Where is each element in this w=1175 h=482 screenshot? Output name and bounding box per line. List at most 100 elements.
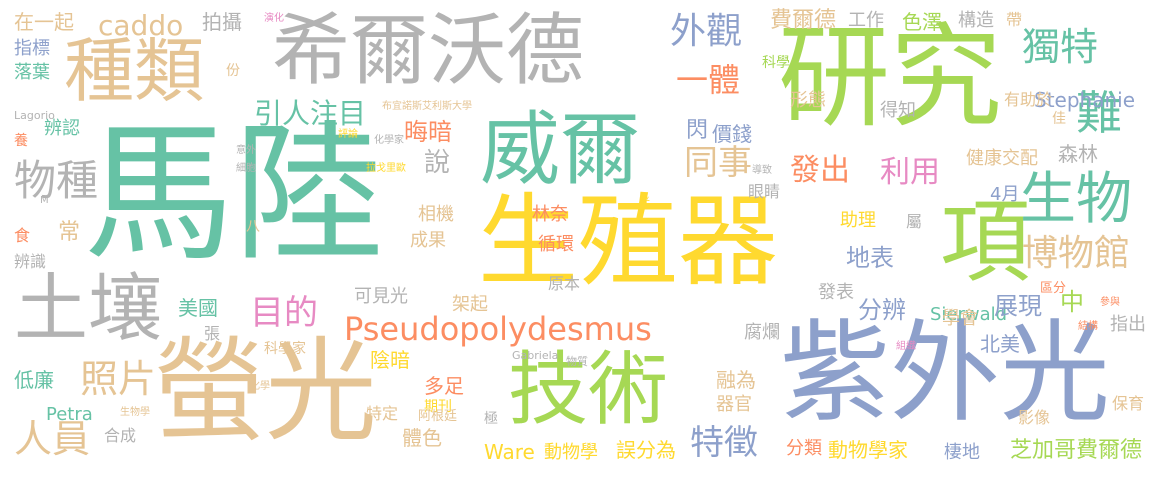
word-kexuejia: 科學家 xyxy=(264,341,306,357)
word-chengguo: 成果 xyxy=(410,230,446,251)
word-fen: 份 xyxy=(226,63,240,79)
word-dibiao: 地表 xyxy=(846,244,894,272)
word-zhonglei: 種類 xyxy=(64,30,204,112)
word-duozu: 多足 xyxy=(424,374,464,398)
word-renyuan: 人員 xyxy=(14,417,91,461)
word-tezheng: 特徵 xyxy=(690,423,758,463)
word-zaiyiqi: 在一起 xyxy=(14,10,74,34)
word-wuzhong: 物種 xyxy=(14,156,99,205)
word-gongzuo: 工作 xyxy=(848,10,884,31)
word-xingtai: 形態 xyxy=(790,90,826,111)
word-yingxiang: 影像 xyxy=(1018,408,1051,427)
word-jishu: 技術 xyxy=(508,343,668,436)
word-jiegou: 結構 xyxy=(1078,321,1098,332)
word-senlin: 森林 xyxy=(1058,142,1098,166)
word-m: M xyxy=(40,195,49,206)
word-jiaqian: 價錢 xyxy=(712,122,752,146)
word-tongshi: 同事 xyxy=(684,143,752,183)
word-buyinuosi: 布宜諾斯艾利斯大學 xyxy=(382,101,472,112)
word-bianren: 辨認 xyxy=(44,118,80,139)
word-xierwode: 希爾沃德 xyxy=(272,6,585,96)
word-luoye: 落葉 xyxy=(14,62,50,83)
word-shengwuxue: 生物學 xyxy=(120,407,150,418)
word-baoyu: 保育 xyxy=(1112,394,1145,413)
word-zhanxian: 展現 xyxy=(994,292,1042,320)
word-xiangji: 相機 xyxy=(418,204,454,225)
word-agenting: 阿根廷 xyxy=(418,409,458,424)
word-pinglun: 評論 xyxy=(338,129,358,140)
word-shan: 閃 xyxy=(686,118,709,143)
word-mudi: 目的 xyxy=(250,293,318,333)
word-zuzhi: 組織 xyxy=(896,341,916,352)
word-jia: 佳 xyxy=(1052,111,1066,127)
word-dute: 獨特 xyxy=(1022,25,1099,69)
word-yang: 養 xyxy=(14,133,28,149)
word-fenbian: 分辨 xyxy=(858,296,906,324)
word-ji: 極 xyxy=(484,411,498,427)
word-zhong: 中 xyxy=(1060,288,1084,316)
word-zhuli: 助理 xyxy=(840,210,876,231)
word-dongwuxue: 動物學 xyxy=(544,442,598,463)
word-yingguang: 螢光 xyxy=(153,327,377,457)
word-paishe: 拍攝 xyxy=(202,10,242,34)
word-wuzhi: 物質 xyxy=(566,355,588,368)
word-beimei: 北美 xyxy=(980,332,1020,356)
word-feierde: 費爾德 xyxy=(770,8,837,33)
word-dezhi: 得知 xyxy=(880,100,916,121)
word-shengwu: 生物 xyxy=(1020,167,1132,232)
word-bowuguan: 博物館 xyxy=(1022,233,1131,274)
word-waiguan: 外觀 xyxy=(670,11,743,52)
word-zhijiage: 芝加哥費爾德 xyxy=(1010,438,1143,463)
word-wufenwei: 誤分為 xyxy=(616,438,676,462)
word-huaxue: 化學 xyxy=(250,381,270,392)
word-bianshi: 辨識 xyxy=(14,252,47,271)
word-shu: 屬 xyxy=(906,212,923,231)
word-zhang: 張 xyxy=(204,324,221,343)
word-yiti: 一體 xyxy=(676,61,741,99)
word-ware: Ware xyxy=(484,440,535,464)
word-chang: 常 xyxy=(58,220,81,245)
word-guang: 光 xyxy=(640,197,650,208)
word-yinan: 陰暗 xyxy=(370,348,410,372)
word-liyong: 利用 xyxy=(880,155,940,190)
word-gouzao: 構造 xyxy=(958,10,994,31)
word-xiang: 項 xyxy=(940,190,1030,295)
word-youzhuyu: 有助於 xyxy=(1004,90,1053,109)
word-fachu: 發出 xyxy=(790,153,850,188)
word-teding: 特定 xyxy=(366,404,399,423)
word-canyu: 參與 xyxy=(1100,297,1120,308)
word-xibao: 細胞 xyxy=(236,163,256,174)
word-turang: 土壤 xyxy=(14,266,162,352)
word-gabriela: Gabriela xyxy=(512,349,559,362)
word-petra: Petra xyxy=(46,404,93,425)
word-linnai: 林奈 xyxy=(532,204,568,225)
word-yuanben: 原本 xyxy=(548,274,581,293)
word-huaxuejia: 化學家 xyxy=(374,135,404,146)
word-pseudo: Pseudopolydesmus xyxy=(344,310,652,348)
word-dijian: 低廉 xyxy=(14,368,54,392)
word-meiguo: 美國 xyxy=(178,296,218,320)
word-fenlei: 分類 xyxy=(786,438,822,459)
word-qikan: 期刊 xyxy=(424,399,452,415)
word-yiwai: 意外 xyxy=(236,145,256,156)
word-kejianguang: 可見光 xyxy=(354,286,408,307)
word-stephanie: Stephanie xyxy=(1034,88,1136,112)
word-yanjiu: 研究 xyxy=(778,13,1002,143)
word-qiguan: 器官 xyxy=(716,394,752,415)
word-daozhi: 導致 xyxy=(752,165,772,176)
word-shengzhiqi: 生殖器 xyxy=(478,183,778,300)
word-hecheng: 合成 xyxy=(104,426,137,445)
word-malu: 馬陸 xyxy=(84,108,385,282)
word-ziwaiguang: 紫外光 xyxy=(780,309,1110,437)
word-tise: 體色 xyxy=(402,426,442,450)
word-nan: 難 xyxy=(1076,86,1122,140)
word-zhichu: 指出 xyxy=(1110,314,1146,335)
word-xunhuan: 循環 xyxy=(538,234,574,255)
word-yinren: 引人注目 xyxy=(254,97,367,130)
word-kexue: 科學 xyxy=(762,55,790,71)
word-huian: 晦暗 xyxy=(404,118,452,146)
word-weier: 威爾 xyxy=(480,103,640,196)
word-sexi: 色澤 xyxy=(902,10,942,34)
word-zhibiao: 指標 xyxy=(14,38,50,59)
